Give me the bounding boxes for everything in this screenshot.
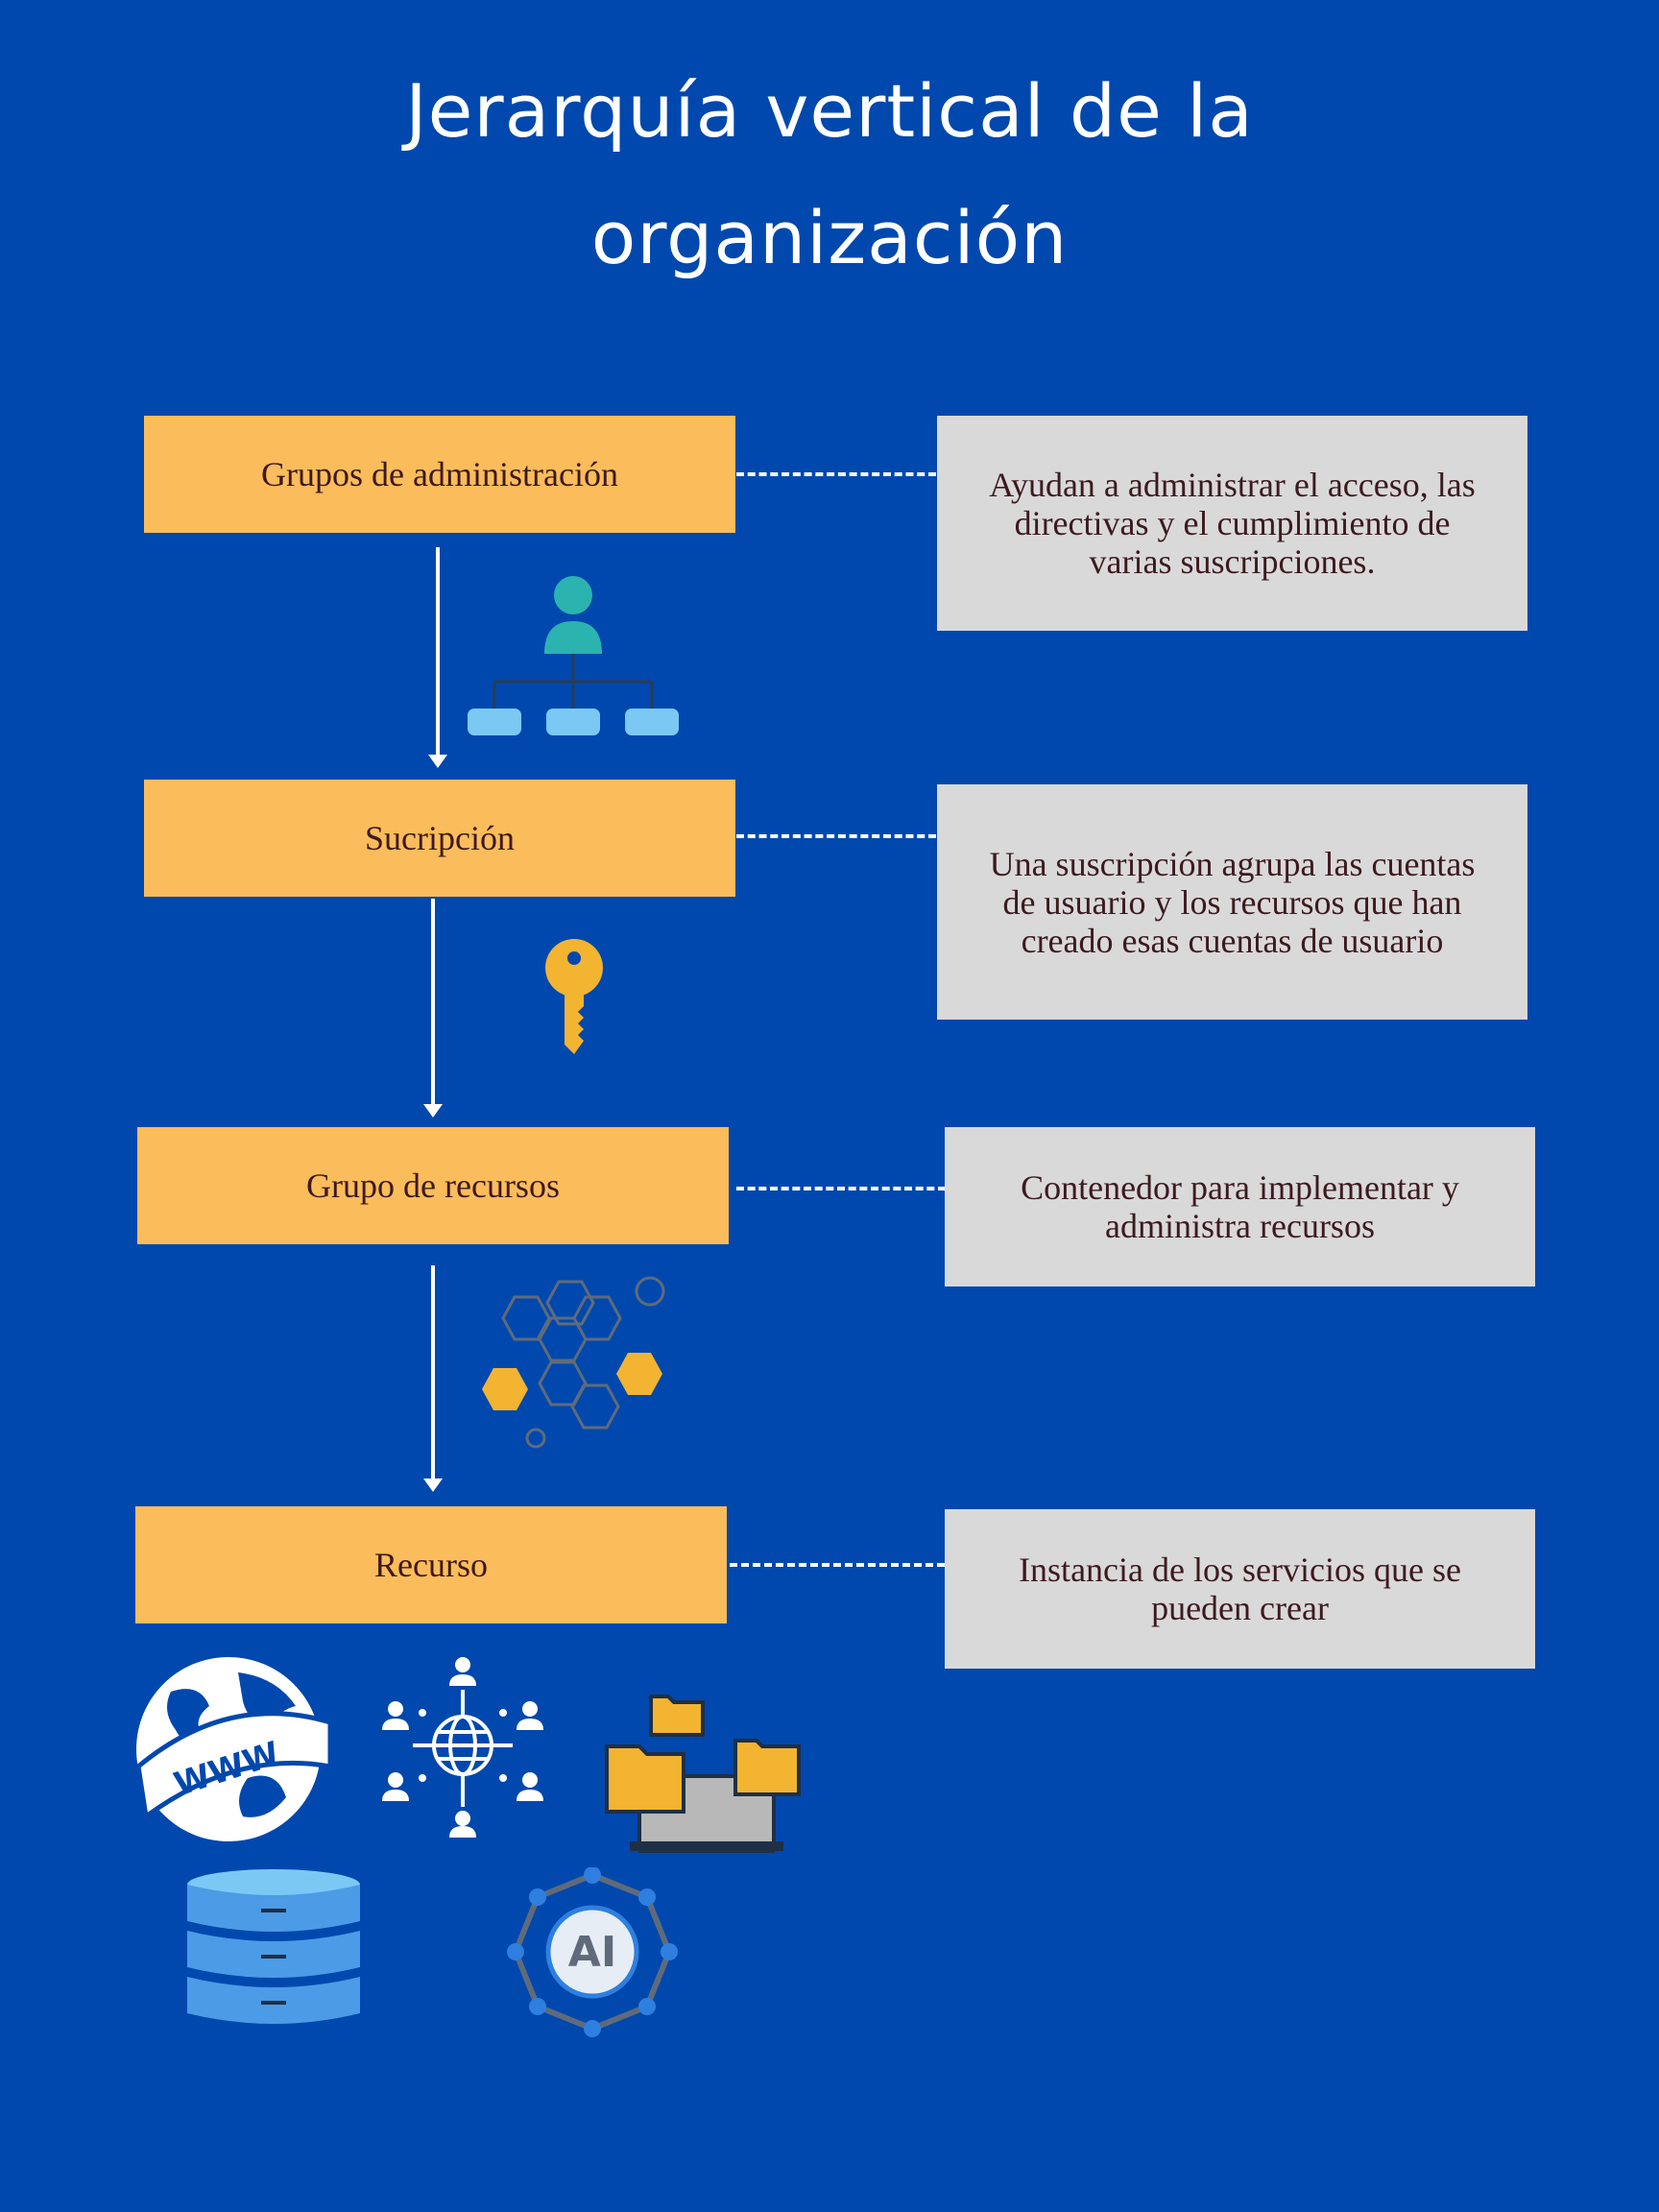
description-text: Contenedor para implementar y administra… — [1021, 1168, 1459, 1245]
down-arrow — [428, 547, 447, 768]
level-label: Sucripción — [365, 819, 515, 857]
hexagon-cluster-icon — [482, 1276, 665, 1449]
level-label: Recurso — [374, 1546, 488, 1584]
down-arrow — [423, 1265, 443, 1492]
database-icon — [187, 1869, 360, 2024]
level-box-management-groups: Grupos de administración — [144, 416, 735, 533]
key-icon — [545, 939, 603, 1054]
title-line-1: Jerarquía vertical de la — [405, 68, 1254, 154]
network-people-icon — [382, 1657, 543, 1838]
level-box-resource-group: Grupo de recursos — [137, 1127, 729, 1244]
description-text: Instancia de los servicios que se pueden… — [1019, 1551, 1461, 1627]
connector-dashed-line — [736, 472, 936, 476]
down-arrow — [423, 899, 443, 1118]
ai-network-icon: AI — [507, 1867, 678, 2037]
description-text: Una suscripción agrupa las cuentas de us… — [989, 844, 1476, 960]
connector-dashed-line — [730, 1563, 945, 1567]
title-line-2: organización — [590, 195, 1069, 280]
level-box-subscription: Sucripción — [144, 780, 735, 897]
ai-text: AI — [568, 1928, 616, 1977]
connector-dashed-line — [736, 834, 936, 838]
level-box-resource: Recurso — [135, 1506, 727, 1623]
org-hierarchy-icon — [468, 576, 679, 735]
level-label: Grupo de recursos — [306, 1166, 560, 1205]
description-text: Ayudan a administrar el acceso, las dire… — [989, 466, 1476, 581]
page-title: Jerarquía vertical de la organización — [0, 48, 1659, 301]
description-box-subscription: Una suscripción agrupa las cuentas de us… — [937, 784, 1527, 1020]
www-globe-icon: WWW — [135, 1657, 333, 1841]
folders-laptop-icon — [605, 1695, 801, 1853]
description-box-resource-group: Contenedor para implementar y administra… — [945, 1127, 1535, 1286]
description-box-management-groups: Ayudan a administrar el acceso, las dire… — [937, 416, 1527, 631]
level-label: Grupos de administración — [261, 455, 618, 493]
connector-dashed-line — [736, 1187, 946, 1190]
description-box-resource: Instancia de los servicios que se pueden… — [945, 1509, 1535, 1669]
